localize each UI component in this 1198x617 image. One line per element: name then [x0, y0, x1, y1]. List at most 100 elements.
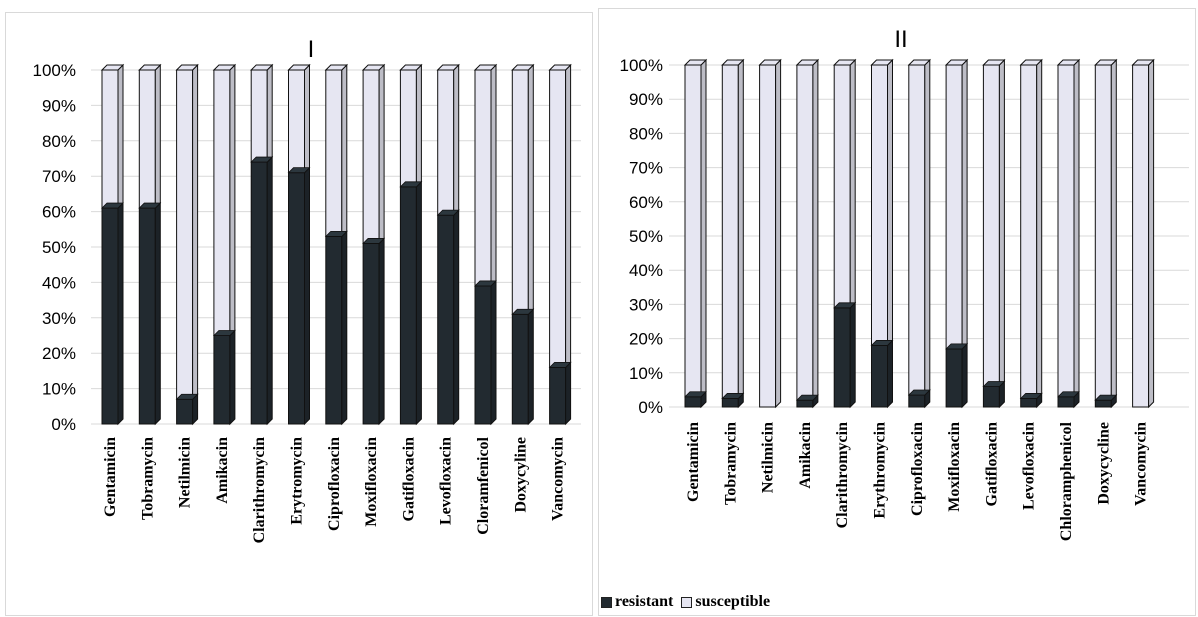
bar-group: Ciprofloxacin	[907, 58, 932, 516]
bar-resistant	[945, 348, 963, 408]
bar-resistant	[399, 186, 417, 425]
bar-susceptible	[549, 69, 567, 368]
bar-group: Moxifloxacin	[944, 58, 969, 512]
x-tick-label: Chloramphenicol	[1058, 421, 1075, 541]
bar-susceptible	[474, 69, 492, 287]
bar-group: Clarithromycin	[249, 63, 274, 543]
bar-resistant-top	[324, 230, 348, 237]
bar-resistant-top	[721, 393, 745, 399]
x-tick-label: Clarithromycin	[834, 422, 851, 528]
bar-top	[683, 59, 708, 66]
x-tick-label: Clarithromycin	[251, 437, 268, 543]
y-tick-label: 80%	[629, 124, 663, 143]
bar-top	[473, 64, 498, 71]
bar-susceptible	[721, 64, 739, 399]
legend-item-susceptible: susceptible	[681, 593, 770, 611]
bar-susceptible-side	[1073, 58, 1080, 398]
bar-susceptible-side	[378, 63, 385, 245]
bar-susceptible	[759, 64, 777, 408]
bar-group: Cloramfenicol	[473, 63, 498, 535]
bar-resistant	[288, 172, 305, 425]
bar-susceptible	[1094, 64, 1112, 401]
bar-resistant	[437, 214, 455, 425]
bar-resistant-top	[795, 394, 819, 401]
bar-susceptible-side	[565, 63, 572, 369]
chart-title: II	[894, 26, 907, 53]
bar-susceptible-side	[415, 63, 422, 189]
bar-top	[944, 59, 969, 66]
bar-resistant	[871, 344, 888, 408]
bar-susceptible	[213, 69, 231, 336]
bar-susceptible-side	[1036, 58, 1043, 400]
bar-resistant	[684, 396, 702, 408]
bar-top	[175, 64, 199, 71]
bar-group: Tobramycin	[721, 58, 745, 505]
y-tick-label: 70%	[629, 159, 663, 178]
bar-susceptible	[982, 64, 1000, 387]
bar-resistant	[1094, 399, 1112, 408]
bar-resistant-top	[101, 202, 124, 209]
y-tick-label: 100%	[33, 61, 76, 80]
bar-susceptible	[288, 69, 305, 174]
bar-susceptible	[1057, 64, 1075, 398]
x-tick-label: Ciprofloxacin	[326, 437, 343, 531]
bar-top	[548, 64, 572, 71]
bar-resistant-side	[527, 308, 534, 426]
bar-susceptible-side	[229, 63, 236, 337]
bar-top	[1131, 59, 1155, 66]
y-tick-label: 20%	[629, 330, 663, 349]
bar-resistant-top	[175, 393, 199, 400]
x-tick-label: Moxifloxacin	[946, 422, 963, 512]
y-tick-label: 60%	[42, 203, 76, 222]
bar-susceptible	[908, 64, 926, 396]
bar-susceptible-side	[961, 58, 968, 351]
legend: resistant susceptible	[601, 593, 774, 611]
bar-resistant-top	[212, 330, 236, 336]
y-tick-label: 90%	[42, 96, 76, 115]
bar-group: Erytromycin	[287, 63, 311, 525]
chart-panel-i: 0% 10% 20% 30% 40% 50% 60% 70% 80% 90% 100% I Gentam…	[5, 12, 593, 616]
bar-susceptible-side	[341, 63, 348, 238]
bar-group: Gatifloxacin	[982, 58, 1006, 506]
y-tick-label: 30%	[629, 295, 663, 314]
bar-resistant-side	[304, 166, 310, 426]
bar-resistant-side	[453, 208, 460, 426]
chart-i-svg: 0% 10% 20% 30% 40% 50% 60% 70% 80% 90% 100% I Gentam…	[33, 36, 581, 543]
bar-susceptible-side	[924, 58, 931, 397]
bar-group: Netilmicin	[175, 63, 199, 508]
bar-resistant-top	[1057, 391, 1080, 398]
x-tick-label: Ciprofloxacin	[909, 422, 926, 516]
bar-susceptible	[796, 64, 814, 401]
bar-susceptible	[511, 69, 529, 315]
x-tick-label: Netilmicin	[177, 437, 194, 508]
bar-top	[721, 59, 745, 66]
bar-top	[795, 59, 820, 66]
bar-resistant-side	[961, 342, 968, 409]
x-tick-label: Doxycyline	[512, 437, 529, 513]
bar-resistant-top	[362, 238, 386, 244]
bar-resistant	[250, 161, 268, 425]
bar-group: Amikacin	[795, 58, 820, 489]
bar-susceptible	[101, 69, 119, 209]
bar-susceptible-side	[737, 58, 744, 400]
x-tick-label: Amikacin	[797, 422, 814, 489]
bar-resistant-side	[341, 230, 348, 426]
bar-resistant	[213, 335, 231, 425]
bar-resistant-top	[1094, 394, 1118, 401]
bar-susceptible	[176, 69, 194, 400]
bar-susceptible-side	[700, 58, 707, 398]
bar-group: Erythromycin	[870, 58, 894, 519]
bar-group: Doxycycline	[1094, 58, 1118, 505]
bar-resistant	[362, 242, 380, 425]
bar-resistant-top	[907, 389, 931, 396]
bar-top	[1019, 59, 1043, 66]
bar-resistant-top	[982, 381, 1006, 387]
bar-resistant	[101, 207, 119, 425]
legend-swatch-resistant	[601, 596, 612, 608]
bar-susceptible-side	[304, 63, 310, 174]
bar-top	[361, 64, 386, 71]
legend-item-resistant: resistant	[601, 593, 673, 611]
legend-label-resistant: resistant	[615, 593, 674, 610]
bar-resistant-side	[266, 155, 273, 426]
bar-susceptible	[250, 69, 268, 163]
